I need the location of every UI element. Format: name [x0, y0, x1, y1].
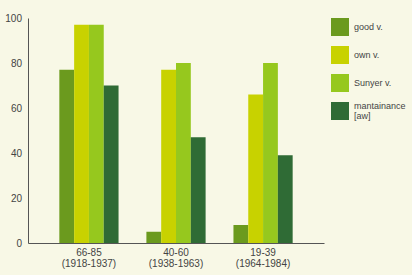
- tick-label: 0: [16, 238, 22, 249]
- legend-label: own v.: [354, 50, 379, 60]
- legend-swatch: [331, 46, 349, 64]
- tick-label: 60: [11, 103, 23, 114]
- legend-item: own v.: [331, 46, 379, 64]
- tick-label: 20: [11, 193, 23, 204]
- chart: 0 20 40 60 80 100 66-85(1918-1937) 40-60(1938-1…: [0, 0, 412, 275]
- axis-line: [28, 19, 29, 244]
- legend-swatch: [331, 102, 349, 120]
- tick-label-line: (1918-1937): [62, 258, 116, 269]
- bar: [59, 70, 74, 243]
- axis-line: [29, 243, 325, 244]
- legend-item: Sunyer v.: [331, 74, 391, 92]
- legend-label: good v.: [354, 22, 383, 32]
- legend-label: Sunyer v.: [354, 78, 391, 88]
- tick-label-line: (1964-1984): [236, 258, 290, 269]
- tick: 0: [16, 238, 28, 249]
- tick-label-line: 40-60: [163, 247, 189, 258]
- tick-label: 19-39(1964-1984): [236, 247, 290, 269]
- tick: 60: [11, 103, 28, 114]
- legend-swatch: [331, 74, 349, 92]
- tick: 80: [11, 58, 28, 69]
- bar: [263, 63, 278, 243]
- background: [0, 0, 412, 275]
- tick-label-line: 19-39: [250, 247, 276, 258]
- legend-label-line: own v.: [354, 50, 379, 60]
- bars: [59, 25, 292, 243]
- tick: 20: [11, 193, 28, 204]
- x-axis: 66-85(1918-1937)40-60(1938-1963)19-39(19…: [29, 243, 325, 269]
- bar: [89, 25, 104, 243]
- tick-label: 40: [11, 148, 23, 159]
- tick: 100: [5, 13, 28, 24]
- bar: [248, 95, 263, 244]
- bar: [146, 232, 161, 243]
- tick-label: 80: [11, 58, 23, 69]
- legend-item: good v.: [331, 18, 383, 36]
- legend-item: mantainance[aw]: [331, 101, 406, 122]
- bar: [233, 225, 248, 243]
- bar: [74, 25, 89, 243]
- legend-swatch: [331, 18, 349, 36]
- tick-label: 66-85(1918-1937): [62, 247, 116, 269]
- tick-label-line: 66-85: [76, 247, 102, 258]
- legend-label: mantainance[aw]: [354, 101, 406, 122]
- legend-label-line: [aw]: [354, 111, 371, 121]
- legend-label-line: good v.: [354, 22, 383, 32]
- tick: 19-39(1964-1984): [236, 243, 290, 269]
- tick-label-line: (1938-1963): [149, 258, 203, 269]
- bar: [176, 63, 191, 243]
- bar: [104, 86, 119, 244]
- bar: [191, 137, 206, 243]
- tick-label: 40-60(1938-1963): [149, 247, 203, 269]
- tick-label: 100: [5, 13, 22, 24]
- tick: 40: [11, 148, 28, 159]
- bar: [161, 70, 176, 243]
- legend-label-line: mantainance: [354, 101, 406, 111]
- bar: [278, 155, 293, 243]
- tick: 40-60(1938-1963): [149, 243, 203, 269]
- y-axis: 0 20 40 60 80 100: [5, 13, 28, 249]
- tick: 66-85(1918-1937): [62, 243, 116, 269]
- legend: good v. own v. Sunyer v. mantainance[aw]: [331, 18, 406, 121]
- legend-label-line: Sunyer v.: [354, 78, 391, 88]
